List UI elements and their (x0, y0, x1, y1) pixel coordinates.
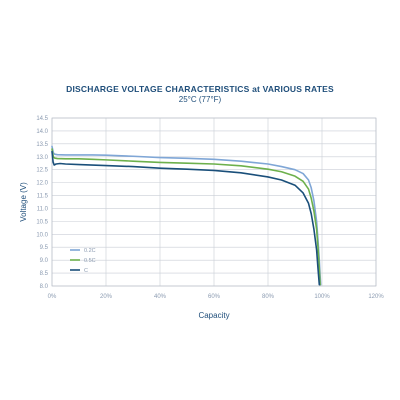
x-tick-label: 100% (314, 294, 330, 300)
legend-label: 0.2C (84, 248, 96, 254)
x-axis-label: Capacity (198, 311, 229, 320)
y-tick-label: 8.5 (40, 271, 49, 277)
x-tick-label: 120% (368, 294, 384, 300)
x-tick-label: 80% (262, 294, 275, 300)
y-tick-label: 10.0 (36, 232, 48, 238)
tick-labels: 8.0 8.5 9.0 9.5 10.0 10.5 11.0 11.5 12.0 12.5 13.0… (36, 116, 384, 300)
grid (51, 117, 377, 287)
series-line-05c (51, 148, 321, 286)
y-tick-label: 11.0 (37, 206, 49, 212)
series-line-02c (51, 145, 322, 286)
x-tick-label: 60% (208, 294, 221, 300)
y-tick-label: 10.5 (36, 219, 48, 225)
legend-label: 0.5C (84, 258, 96, 264)
legend-label: C (84, 268, 88, 274)
plot-border (51, 117, 377, 287)
chart-subtitle: 25°C (77°F) (178, 95, 222, 104)
y-axis-label: Voltage (V) (19, 182, 28, 222)
x-tick-label: 20% (100, 294, 113, 300)
y-tick-label: 8.0 (40, 284, 49, 290)
y-tick-label: 12.0 (36, 181, 48, 187)
chart-title: DISCHARGE VOLTAGE CHARACTERISTICS at VAR… (66, 84, 334, 94)
y-tick-label: 9.0 (40, 258, 49, 264)
series-lines (51, 145, 322, 286)
y-tick-label: 9.5 (40, 245, 49, 251)
series-line-c (51, 150, 321, 286)
y-tick-label: 11.5 (37, 194, 49, 200)
y-tick-label: 14.5 (36, 116, 48, 122)
y-tick-label: 13.0 (36, 155, 48, 161)
legend: 0.2C 0.5C C (70, 248, 96, 274)
x-tick-label: 40% (154, 294, 167, 300)
y-tick-label: 12.5 (36, 168, 48, 174)
x-tick-label: 0% (48, 294, 57, 300)
y-tick-label: 13.5 (36, 142, 48, 148)
y-tick-label: 14.0 (36, 129, 48, 135)
